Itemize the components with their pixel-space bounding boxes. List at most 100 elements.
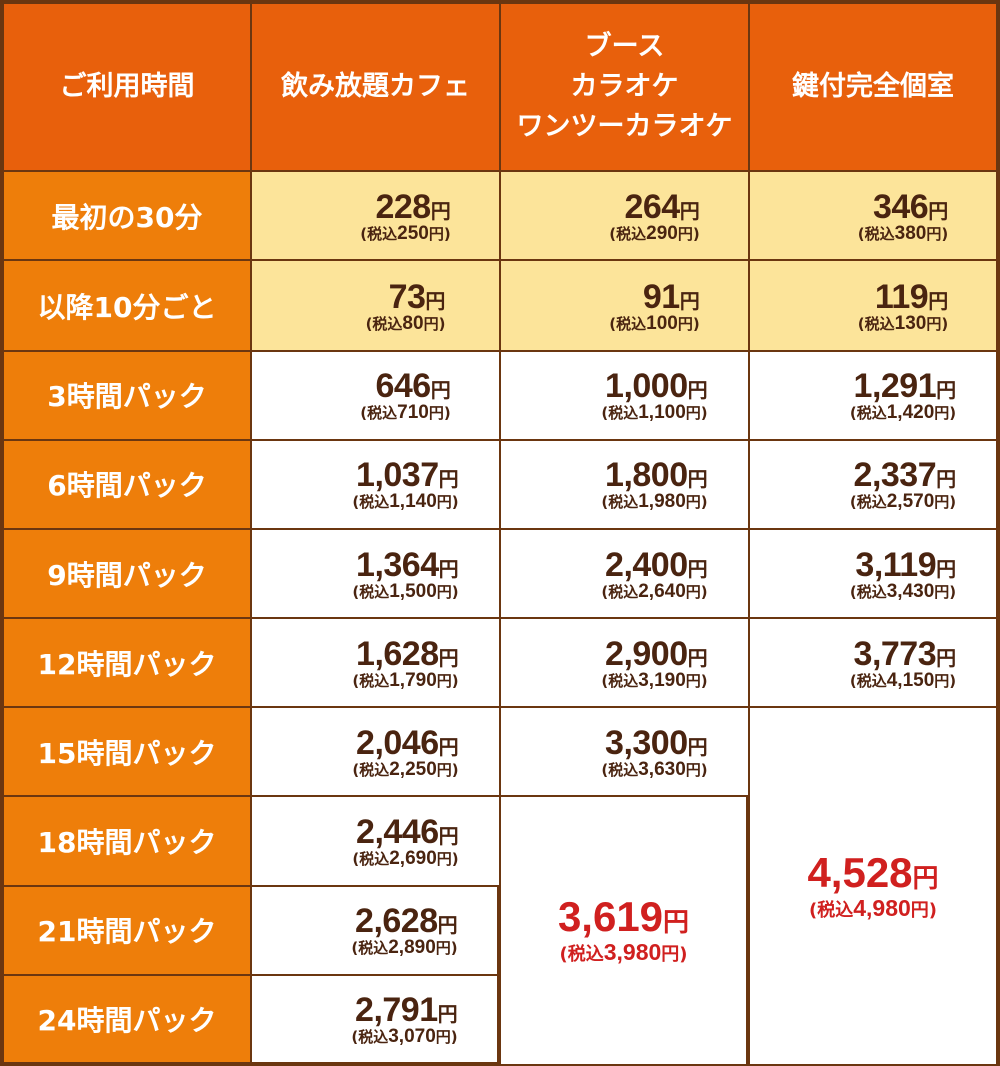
yen-unit: 円	[438, 645, 459, 670]
price-line: 2,400円	[601, 547, 708, 583]
tax-included-price: (税込3,630円)	[601, 760, 708, 779]
tax-included-price: (税込130円)	[857, 314, 948, 333]
price-line: 1,037円	[352, 456, 459, 495]
tax-amount: 4,150	[886, 669, 935, 691]
price-highlight: 4,528円 (税込4,980円)	[807, 849, 939, 923]
price-amount: 1,800	[605, 456, 688, 495]
cafe-price-cell: 2,046円 (税込2,250円)	[252, 708, 501, 798]
room-long-price-cell: 4,528円 (税込4,980円)	[750, 708, 1000, 1066]
tax-included-price: (税込710円)	[360, 403, 451, 423]
cafe-price-cell: 2,446円 (税込2,690円)	[252, 797, 501, 887]
booth-price-cell: 2,900円 (税込3,190円)	[501, 619, 750, 709]
price-row: 6時間パック 1,037円 (税込1,140円) 1,800円 (税込1,980円) 2,…	[0, 440, 1000, 530]
tax-included-price: (税込250円)	[360, 222, 451, 244]
tax-included-price: (税込2,250円)	[352, 758, 458, 780]
price-amount: 346	[872, 187, 929, 226]
yen-unit: 円	[687, 378, 708, 403]
price-row: 21時間パック 2,628円 (税込2,890円)	[0, 886, 1000, 976]
tax-suffix: 円)	[661, 944, 688, 966]
booth-price-cell: 1,000円 (税込1,100円)	[501, 351, 750, 441]
row-label: 3時間パック	[0, 351, 252, 441]
price-amount: 119	[874, 277, 929, 316]
row-label: 21時間パック	[0, 886, 252, 976]
price-amount: 228	[375, 187, 431, 226]
booth-price-cell: 3,300円 (税込3,630円)	[501, 708, 750, 798]
yen-unit: 円	[437, 1001, 458, 1026]
tax-prefix: (税込	[352, 849, 390, 868]
tax-included-price: (税込2,690円)	[352, 847, 458, 869]
row-label: 6時間パック	[0, 440, 252, 530]
tax-amount: 3,430	[886, 580, 935, 602]
price: 73円 (税込80円)	[366, 279, 446, 333]
tax-suffix: 円)	[428, 224, 451, 243]
tax-suffix: 円)	[685, 760, 708, 779]
tax-amount: 1,420	[886, 402, 935, 424]
tax-amount: 4,980	[853, 894, 911, 921]
price-line: 2,791円	[351, 992, 458, 1028]
price: 1,037円 (税込1,140円)	[352, 457, 458, 511]
price-amount: 1,364	[356, 545, 439, 584]
tax-amount: 3,190	[638, 669, 686, 691]
tax-prefix: (税込	[559, 944, 604, 966]
tax-suffix: 円)	[685, 582, 708, 601]
yen-unit: 円	[663, 908, 690, 939]
tax-prefix: (税込	[857, 314, 895, 333]
header-cafe: 飲み放題カフェ	[252, 0, 501, 173]
tax-amount: 2,250	[389, 758, 437, 780]
price-line: 73円	[366, 279, 446, 315]
header-time: ご利用時間	[0, 0, 252, 173]
price: 1,800円 (税込1,980円)	[601, 457, 707, 511]
tax-prefix: (税込	[849, 582, 887, 601]
price-line: 3,300円	[601, 723, 708, 762]
tax-included-price: (税込100円)	[609, 314, 699, 333]
tax-included-price: (税込1,500円)	[352, 582, 458, 601]
yen-unit: 円	[438, 734, 459, 759]
yen-unit: 円	[437, 913, 458, 938]
price-row: 15時間パック 2,046円 (税込2,250円) 3,300円 (税込3,630円) 4…	[0, 708, 1000, 1066]
tax-suffix: 円)	[428, 404, 451, 423]
tax-suffix: 円)	[934, 671, 957, 690]
yen-unit: 円	[928, 288, 949, 313]
tax-amount: 2,890	[388, 937, 436, 959]
header-onetwo-karaoke-line: ワンツーカラオケ	[516, 111, 733, 143]
price-amount: 2,046	[356, 723, 439, 762]
price-amount: 3,300	[605, 723, 688, 762]
price-line: 1,800円	[601, 456, 708, 495]
price-line: 264円	[609, 189, 699, 225]
price: 2,900円 (税込3,190円)	[601, 636, 707, 690]
header-karaoke-line: カラオケ	[570, 71, 679, 103]
yen-unit: 円	[425, 288, 446, 313]
booth-price-cell: 264円 (税込290円)	[501, 172, 750, 262]
price-amount: 1,037	[356, 456, 439, 495]
tax-suffix: 円)	[910, 899, 938, 921]
room-price-cell: 3,119円 (税込3,430円)	[750, 529, 1000, 620]
tax-included-price: (税込3,430円)	[849, 580, 956, 602]
price-line: 646円	[360, 368, 450, 404]
price-line: 2,046円	[352, 723, 459, 762]
tax-included-price: (税込1,790円)	[352, 671, 458, 690]
tax-amount: 2,690	[389, 847, 437, 869]
price: 1,291円 (税込1,420円)	[850, 368, 956, 422]
price-amount: 2,446	[356, 812, 439, 851]
cafe-price-cell: 1,037円 (税込1,140円)	[252, 440, 501, 530]
cafe-price-cell: 1,628円 (税込1,790円)	[252, 619, 501, 709]
yen-unit: 円	[687, 467, 708, 492]
price: 228円 (税込250円)	[360, 189, 450, 243]
tax-included-price: (税込3,190円)	[601, 669, 707, 691]
room-price-cell: 3,773円 (税込4,150円)	[750, 619, 1000, 709]
price: 2,400円 (税込2,640円)	[601, 547, 707, 601]
price-amount: 2,337	[853, 456, 937, 495]
price-line: 1,000円	[601, 368, 708, 404]
header-booth-line: ブース	[584, 31, 665, 63]
price-row: 18時間パック 2,446円 (税込2,690円) 3,619円 (税込3,980円)	[0, 797, 1000, 1066]
booth-price-cell: 2,400円 (税込2,640円)	[501, 529, 750, 620]
tax-included-price: (税込1,100円)	[601, 403, 707, 422]
yen-unit: 円	[912, 863, 939, 894]
price-line: 3,619円	[558, 894, 689, 940]
tax-amount: 250	[397, 222, 429, 244]
price: 2,446円 (税込2,690円)	[352, 814, 458, 868]
tax-prefix: (税込	[601, 671, 639, 690]
price-row: 9時間パック 1,364円 (税込1,500円) 2,400円 (税込2,640円) 3,…	[0, 529, 1000, 620]
tax-amount: 2,640	[638, 580, 686, 602]
